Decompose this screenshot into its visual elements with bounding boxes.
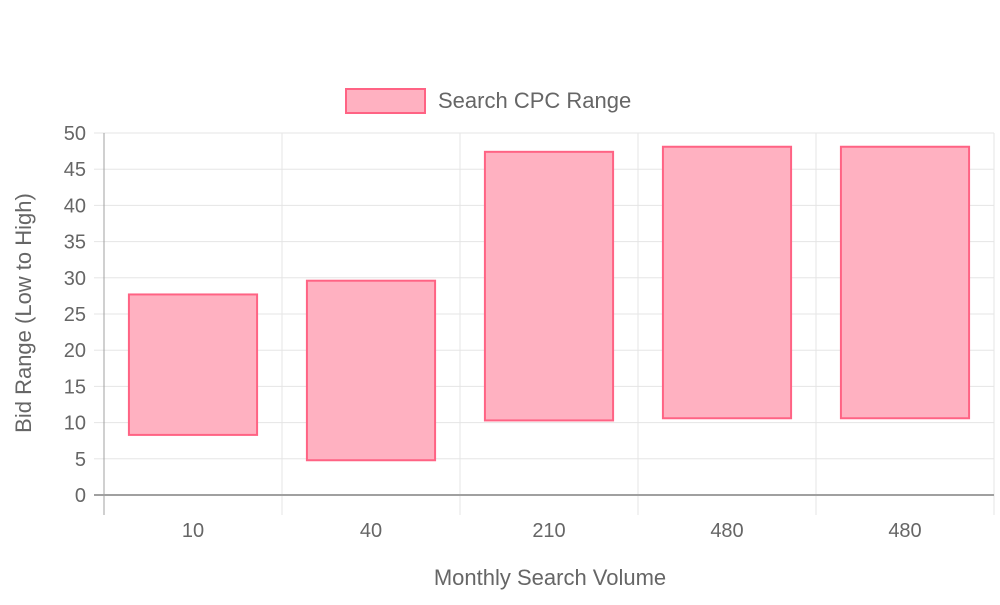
y-tick-label: 0 [75, 485, 86, 507]
y-tick-label: 10 [64, 413, 86, 435]
y-tick-label: 45 [64, 159, 86, 181]
x-tick-label: 480 [888, 520, 921, 542]
y-tick-label: 15 [64, 376, 86, 398]
x-tick-label: 210 [532, 520, 565, 542]
y-tick-label: 50 [64, 123, 86, 145]
y-tick-label: 40 [64, 195, 86, 217]
y-tick-label: 35 [64, 232, 86, 254]
bar-2[interactable] [483, 150, 615, 422]
legend[interactable]: Search CPC Range [345, 88, 631, 114]
axes: 0 5 10 15 20 25 30 35 40 45 50 10 40 210 480 480 [64, 123, 994, 542]
x-axis-title: Monthly Search Volume [434, 565, 666, 590]
y-tick-label: 5 [75, 449, 86, 471]
bar-1[interactable] [305, 279, 437, 462]
bar-3[interactable] [661, 145, 793, 420]
bar-4[interactable] [839, 145, 971, 420]
x-tick-label: 40 [360, 520, 382, 542]
legend-swatch[interactable] [345, 88, 426, 114]
bars [127, 145, 971, 462]
bar-0[interactable] [127, 293, 259, 436]
legend-label[interactable]: Search CPC Range [438, 88, 631, 113]
x-tick-label: 10 [182, 520, 204, 542]
y-tick-label: 25 [64, 304, 86, 326]
x-tick-label: 480 [710, 520, 743, 542]
y-tick-label: 20 [64, 340, 86, 362]
y-axis-title: Bid Range (Low to High) [11, 193, 36, 433]
y-tick-label: 30 [64, 268, 86, 290]
